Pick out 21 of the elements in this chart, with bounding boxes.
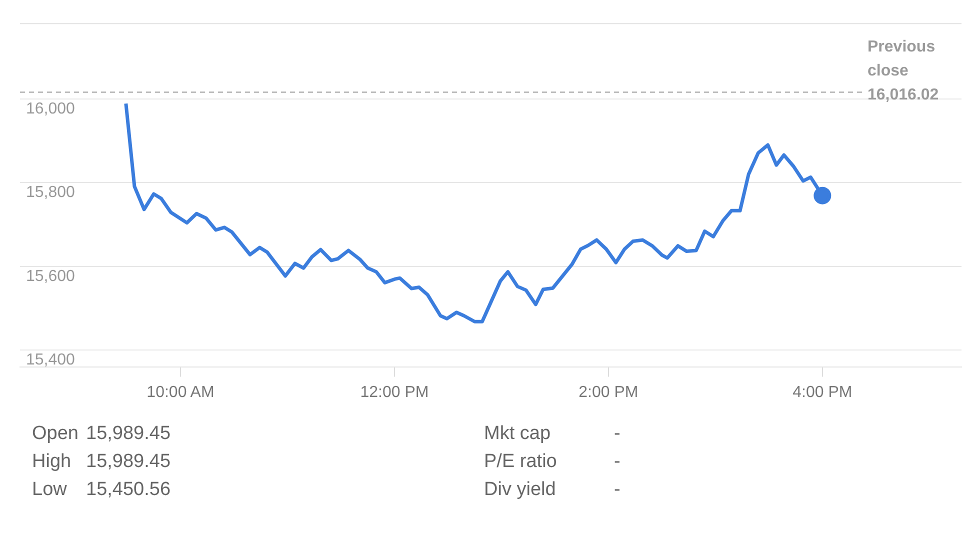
x-tick-label: 4:00 PM <box>792 384 852 401</box>
text: - <box>614 422 620 446</box>
y-tick-label: 15,800 <box>26 184 76 202</box>
text: 15,450.56 <box>86 478 172 502</box>
text: Mkt cap <box>484 422 552 446</box>
text: 15,989.45 <box>86 422 172 446</box>
text: Open <box>32 422 80 446</box>
x-tick-label: 12:00 PM <box>360 384 429 401</box>
x-tick-label: 2:00 PM <box>578 384 638 401</box>
y-tick-label: 16,000 <box>26 100 76 118</box>
y-tick-label: 15,600 <box>26 268 76 285</box>
x-tick-label: 10:00 AM <box>146 384 214 401</box>
text: High <box>32 450 72 474</box>
ref-line-label: Previous close 16,016.02 <box>868 38 939 104</box>
y-tick-label: 15,400 <box>26 351 76 368</box>
text: P/E ratio <box>484 450 558 474</box>
text: - <box>614 478 620 502</box>
text: Low <box>32 478 68 502</box>
text: - <box>614 450 620 474</box>
text: 15,989.45 <box>86 450 172 474</box>
text: Div yield <box>484 478 557 502</box>
